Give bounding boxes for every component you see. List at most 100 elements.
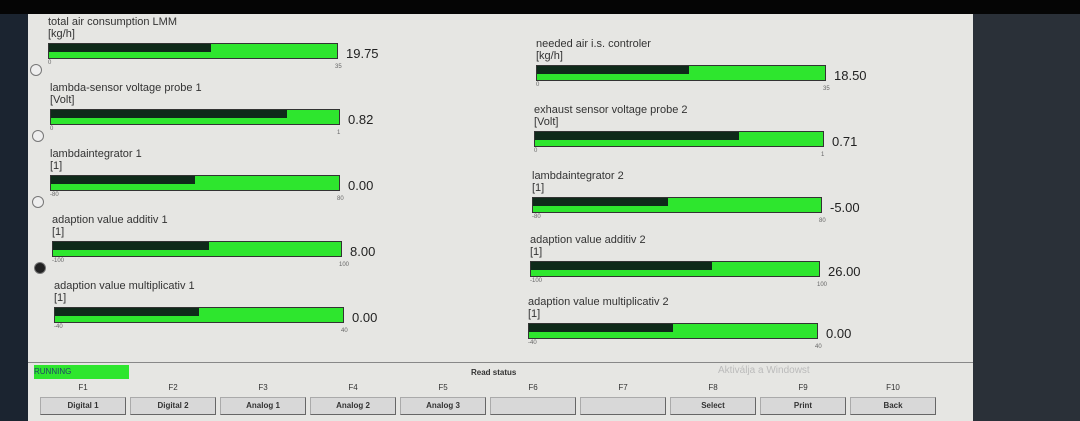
activation-watermark: Aktiválja a Windowst	[718, 365, 810, 376]
fkey-f8[interactable]: F8 Select	[668, 382, 758, 415]
gauge-fill	[55, 308, 199, 316]
gauge-unit: [1]	[54, 292, 67, 304]
gauge-fill	[529, 324, 673, 332]
gauge-value: -5.00	[830, 200, 860, 215]
monitor-bezel	[973, 14, 1080, 421]
select-radio[interactable]	[32, 130, 44, 142]
gauge: adaption value additiv 2 [1] -100 100 26…	[530, 234, 910, 296]
gauge-label: lambdaintegrator 2	[532, 170, 624, 182]
gauge: lambda-sensor voltage probe 1 [Volt] 0 1…	[32, 82, 430, 144]
fkey-f7[interactable]: F7	[578, 382, 668, 415]
read-status-label: Read status	[471, 368, 517, 377]
gauge-fill	[51, 176, 195, 184]
gauge-bar	[528, 323, 818, 339]
fkey-button[interactable]: Print	[760, 397, 846, 415]
fkey-button[interactable]: Analog 2	[310, 397, 396, 415]
gauge-min: 0	[48, 60, 52, 66]
fkey-number: F6	[528, 383, 538, 392]
fkey-button[interactable]: Analog 3	[400, 397, 486, 415]
gauge-unit: [1]	[528, 308, 541, 320]
gauge-min: 0	[534, 148, 538, 154]
select-radio[interactable]	[30, 64, 42, 76]
gauge-max: 80	[337, 196, 344, 202]
gauge-label: needed air i.s. controler	[536, 38, 651, 50]
select-radio[interactable]	[32, 196, 44, 208]
gauge-label: adaption value multiplicativ 2	[528, 296, 669, 308]
divider	[28, 362, 973, 363]
gauge-max: 35	[823, 86, 830, 92]
gauge: adaption value multiplicativ 1 [1] -40 4…	[54, 280, 434, 342]
gauge-min: 0	[50, 126, 54, 132]
function-key-bar: F1 Digital 1 F2 Digital 2 F3 Analog 1 F4 Analog…	[38, 382, 938, 415]
gauge-label: adaption value additiv 2	[530, 234, 646, 246]
fkey-button[interactable]	[580, 397, 666, 415]
fkey-number: F4	[348, 383, 358, 392]
top-bezel	[0, 0, 1080, 14]
fkey-f6[interactable]: F6	[488, 382, 578, 415]
fkey-number: F1	[78, 383, 88, 392]
gauge-unit: [kg/h]	[536, 50, 563, 62]
gauge-bar	[532, 197, 822, 213]
fkey-button[interactable]	[490, 397, 576, 415]
fkey-number: F5	[438, 383, 448, 392]
gauge-value: 0.00	[348, 178, 374, 193]
fkey-button[interactable]: Select	[670, 397, 756, 415]
fkey-f2[interactable]: F2 Digital 2	[128, 382, 218, 415]
fkey-f5[interactable]: F5 Analog 3	[398, 382, 488, 415]
gauge-bar	[50, 175, 340, 191]
gauge: exhaust sensor voltage probe 2 [Volt] 0 …	[534, 104, 914, 166]
gauge: lambdaintegrator 2 [1] -80 80 -5.00	[532, 170, 912, 232]
gauge-min: -80	[50, 192, 59, 198]
fkey-number: F7	[618, 383, 628, 392]
fkey-number: F8	[708, 383, 718, 392]
gauge-max: 80	[819, 218, 826, 224]
fkey-f4[interactable]: F4 Analog 2	[308, 382, 398, 415]
gauge-fill	[531, 262, 713, 270]
gauge-unit: [1]	[532, 182, 545, 194]
gauge-fill	[51, 110, 288, 118]
fkey-button[interactable]: Digital 1	[40, 397, 126, 415]
gauge-label: total air consumption LMM	[48, 16, 177, 28]
gauge-min: -80	[532, 214, 541, 220]
diagnostic-window: RUNNING Read status F1 Digital 1 F2 Digital…	[28, 14, 973, 421]
gauge-fill	[49, 44, 212, 52]
fkey-number: F9	[798, 383, 808, 392]
fkey-button[interactable]: Digital 2	[130, 397, 216, 415]
gauge-fill	[537, 66, 690, 74]
fkey-button[interactable]: Analog 1	[220, 397, 306, 415]
gauge-unit: [Volt]	[534, 116, 559, 128]
gauge-max: 100	[339, 262, 350, 268]
status-indicator: RUNNING	[34, 365, 129, 379]
fkey-f1[interactable]: F1 Digital 1	[38, 382, 128, 415]
gauge-bar	[48, 43, 338, 59]
gauge: total air consumption LMM [kg/h] 0 35 19…	[30, 16, 428, 78]
gauge: lambdaintegrator 1 [1] -80 80 0.00	[32, 148, 430, 210]
gauge-value: 18.50	[834, 68, 867, 83]
gauge-bar	[52, 241, 342, 257]
gauge-value: 0.00	[352, 310, 378, 325]
gauge-max: 35	[335, 64, 342, 70]
gauge-value: 0.00	[826, 326, 852, 341]
gauge: adaption value additiv 1 [1] -100 100 8.…	[34, 214, 432, 276]
gauge-value: 0.82	[348, 112, 374, 127]
gauge-bar	[534, 131, 824, 147]
gauge: needed air i.s. controler [kg/h] 0 35 18…	[536, 38, 916, 100]
gauge-bar	[50, 109, 340, 125]
gauge-label: exhaust sensor voltage probe 2	[534, 104, 688, 116]
select-radio[interactable]	[34, 262, 46, 274]
gauge-unit: [1]	[50, 160, 63, 172]
fkey-button[interactable]: Back	[850, 397, 936, 415]
gauge-label: lambdaintegrator 1	[50, 148, 142, 160]
fkey-f10[interactable]: F10 Back	[848, 382, 938, 415]
gauge-unit: [kg/h]	[48, 28, 75, 40]
gauge-fill	[535, 132, 740, 140]
fkey-f3[interactable]: F3 Analog 1	[218, 382, 308, 415]
gauge-min: -40	[528, 340, 537, 346]
fkey-f9[interactable]: F9 Print	[758, 382, 848, 415]
gauge-min: -100	[52, 258, 65, 264]
gauge-unit: [1]	[52, 226, 65, 238]
gauge-min: 0	[536, 82, 540, 88]
gauge-max: 1	[821, 152, 825, 158]
gauge-value: 8.00	[350, 244, 376, 259]
gauge-max: 40	[815, 344, 822, 350]
